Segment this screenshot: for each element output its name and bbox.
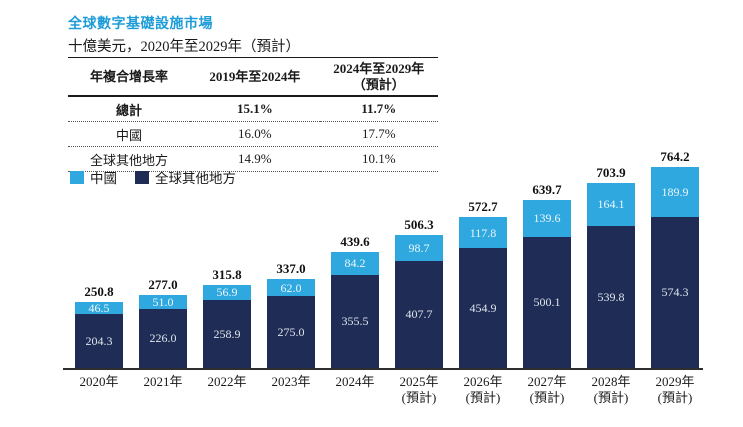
cagr-header-period2-line1: 2024年至2029年 bbox=[333, 61, 425, 76]
legend-item: 中國 bbox=[70, 167, 117, 187]
bar-group: 250.8 46.5 204.3 bbox=[75, 284, 123, 368]
row-label: 總計 bbox=[116, 102, 143, 118]
bar-segment-china: 164.1 bbox=[587, 182, 635, 226]
bar-total-label: 250.8 bbox=[84, 284, 114, 300]
legend-swatch bbox=[70, 170, 84, 184]
bar-total-label: 439.6 bbox=[340, 234, 370, 250]
bar-total-label: 703.9 bbox=[596, 164, 626, 180]
bar-group: 572.7 117.8 454.9 bbox=[459, 199, 507, 368]
cagr-header-period2-line2: （預計） bbox=[352, 76, 405, 92]
table-row-rest-of-world: 全球其他地方 14.9% 10.1% bbox=[68, 147, 438, 172]
bar-group: 764.2 189.9 574.3 bbox=[651, 149, 699, 368]
cagr-table: 年複合增長率 2019年至2024年 2024年至2029年 （預計） 總計 1… bbox=[68, 57, 438, 172]
x-axis-label: 2025年 (預計) bbox=[399, 374, 439, 405]
bar-group: 506.3 98.7 407.7 bbox=[395, 217, 443, 368]
table-row-total: 總計 15.1% 11.7% bbox=[68, 96, 438, 122]
chart-legend: 中國 全球其他地方 bbox=[70, 167, 236, 187]
row-value-period2: 11.7% bbox=[361, 101, 397, 117]
row-value-period1: 15.1% bbox=[236, 101, 273, 117]
x-axis-label: 2024年 bbox=[335, 374, 375, 389]
cagr-header-metric: 年複合增長率 bbox=[90, 68, 169, 84]
row-value-period2: 10.1% bbox=[362, 151, 396, 167]
bar-total-label: 506.3 bbox=[404, 216, 434, 232]
bar-group: 639.7 139.6 500.1 bbox=[523, 182, 571, 368]
page-title: 全球數字基礎設施市場 bbox=[68, 15, 213, 31]
cagr-header-period2: 2024年至2029年 （預計） bbox=[320, 58, 438, 97]
legend-label: 中國 bbox=[90, 171, 117, 186]
bar-segment-china: 62.0 bbox=[267, 279, 315, 296]
x-axis-label: 2027年 (預計) bbox=[527, 374, 567, 405]
x-axis-label: 2021年 bbox=[143, 374, 183, 389]
x-axis-label: 2022年 bbox=[207, 374, 247, 389]
bar-total-label: 572.7 bbox=[468, 199, 498, 215]
x-axis-label: 2028年 (預計) bbox=[591, 374, 631, 405]
x-axis-label: 2020年 bbox=[79, 374, 119, 389]
x-axis-label: 2029年 (預計) bbox=[655, 374, 695, 405]
bar-group: 277.0 51.0 226.0 bbox=[139, 277, 187, 368]
bar-segment-rest-of-world: 204.3 bbox=[75, 314, 123, 368]
stacked-bar-chart: 250.8 46.5 204.3 277.0 51.0 226.0 315.8 56.9 258… bbox=[75, 149, 699, 368]
bar-segment-rest-of-world: 500.1 bbox=[523, 236, 571, 368]
bar-segment-rest-of-world: 539.8 bbox=[587, 226, 635, 368]
bar-segment-rest-of-world: 454.9 bbox=[459, 248, 507, 368]
row-label: 中國 bbox=[116, 127, 143, 143]
legend-swatch bbox=[135, 170, 149, 184]
bar-group: 703.9 164.1 539.8 bbox=[587, 165, 635, 368]
row-value-period1: 16.0% bbox=[238, 126, 272, 142]
legend-label: 全球其他地方 bbox=[155, 171, 236, 186]
x-axis-labels: 2020年 2021年 2022年 2023年 2024年 2025年 (預計) 2026年(… bbox=[67, 374, 707, 405]
bar-total-label: 337.0 bbox=[276, 261, 306, 277]
x-axis-label: 2023年 bbox=[271, 374, 311, 389]
x-axis-label: 2026年 (預計) bbox=[463, 374, 503, 405]
x-axis-line bbox=[63, 368, 703, 370]
bar-segment-china: 117.8 bbox=[459, 217, 507, 249]
bar-segment-rest-of-world: 226.0 bbox=[139, 308, 187, 368]
row-value-period1: 14.9% bbox=[238, 151, 272, 167]
row-value-period2: 17.7% bbox=[362, 126, 396, 142]
bar-segment-china: 46.5 bbox=[75, 302, 123, 315]
bar-total-label: 639.7 bbox=[532, 181, 562, 197]
bar-group: 315.8 56.9 258.9 bbox=[203, 267, 251, 368]
bar-total-label: 277.0 bbox=[148, 277, 178, 293]
cagr-table-header-row: 年複合增長率 2019年至2024年 2024年至2029年 （預計） bbox=[68, 57, 438, 97]
legend-item: 全球其他地方 bbox=[135, 167, 236, 187]
bar-total-label: 764.2 bbox=[660, 149, 690, 165]
bar-total-label: 315.8 bbox=[212, 266, 242, 282]
bar-segment-rest-of-world: 574.3 bbox=[651, 216, 699, 368]
bar-segment-rest-of-world: 355.5 bbox=[331, 274, 379, 368]
bar-segment-rest-of-world: 258.9 bbox=[203, 299, 251, 368]
page-subtitle: 十億美元，2020年至2029年（預計） bbox=[68, 39, 300, 55]
bar-segment-rest-of-world: 275.0 bbox=[267, 295, 315, 368]
bar-segment-china: 84.2 bbox=[331, 252, 379, 275]
bar-group: 439.6 84.2 355.5 bbox=[331, 234, 379, 368]
bar-segment-rest-of-world: 407.7 bbox=[395, 260, 443, 368]
bar-segment-china: 139.6 bbox=[523, 199, 571, 237]
bar-group: 337.0 62.0 275.0 bbox=[267, 261, 315, 368]
row-label: 全球其他地方 bbox=[90, 152, 169, 168]
bar-segment-china: 56.9 bbox=[203, 284, 251, 300]
table-row-china: 中國 16.0% 17.7% bbox=[68, 122, 438, 147]
bar-segment-china: 189.9 bbox=[651, 167, 699, 217]
bar-segment-china: 51.0 bbox=[139, 295, 187, 309]
cagr-header-period1: 2019年至2024年 bbox=[209, 68, 301, 84]
bar-segment-china: 98.7 bbox=[395, 234, 443, 261]
